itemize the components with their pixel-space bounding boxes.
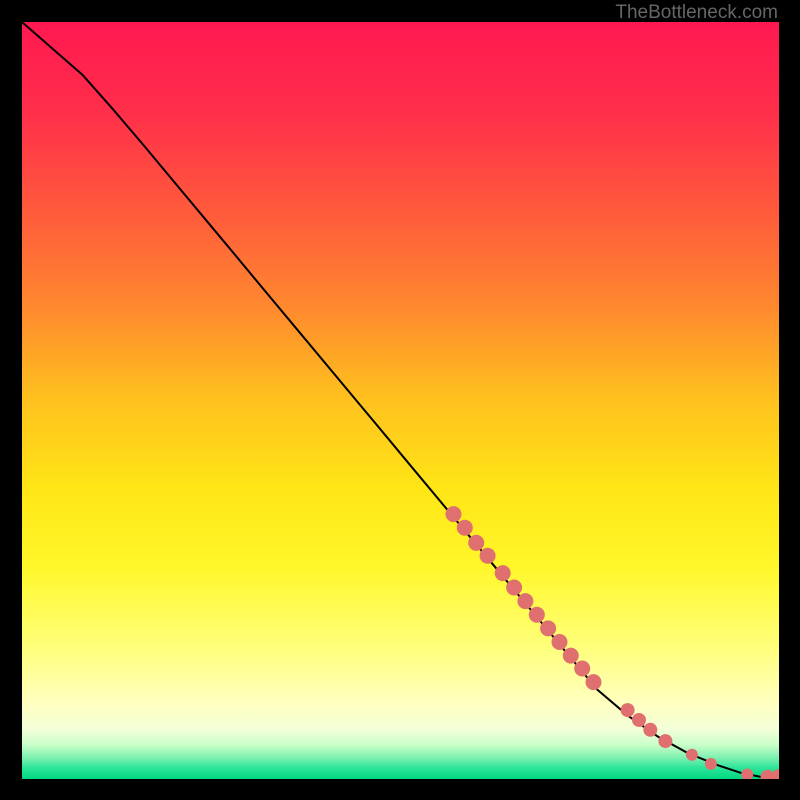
data-marker xyxy=(686,749,698,761)
data-marker xyxy=(480,548,496,564)
data-marker xyxy=(621,703,635,717)
data-marker xyxy=(540,620,556,636)
data-marker xyxy=(705,758,717,770)
data-marker xyxy=(457,520,473,536)
data-marker xyxy=(446,506,462,522)
data-marker xyxy=(468,535,484,551)
data-marker xyxy=(658,734,672,748)
data-marker xyxy=(552,634,568,650)
data-marker xyxy=(495,565,511,581)
data-marker xyxy=(632,713,646,727)
chart-area xyxy=(22,22,779,779)
data-marker xyxy=(643,723,657,737)
data-marker xyxy=(517,593,533,609)
data-marker xyxy=(529,607,545,623)
data-marker xyxy=(563,648,579,664)
watermark-text: TheBottleneck.com xyxy=(615,2,778,24)
data-marker xyxy=(574,661,590,677)
data-marker xyxy=(586,674,602,690)
data-marker xyxy=(506,580,522,596)
